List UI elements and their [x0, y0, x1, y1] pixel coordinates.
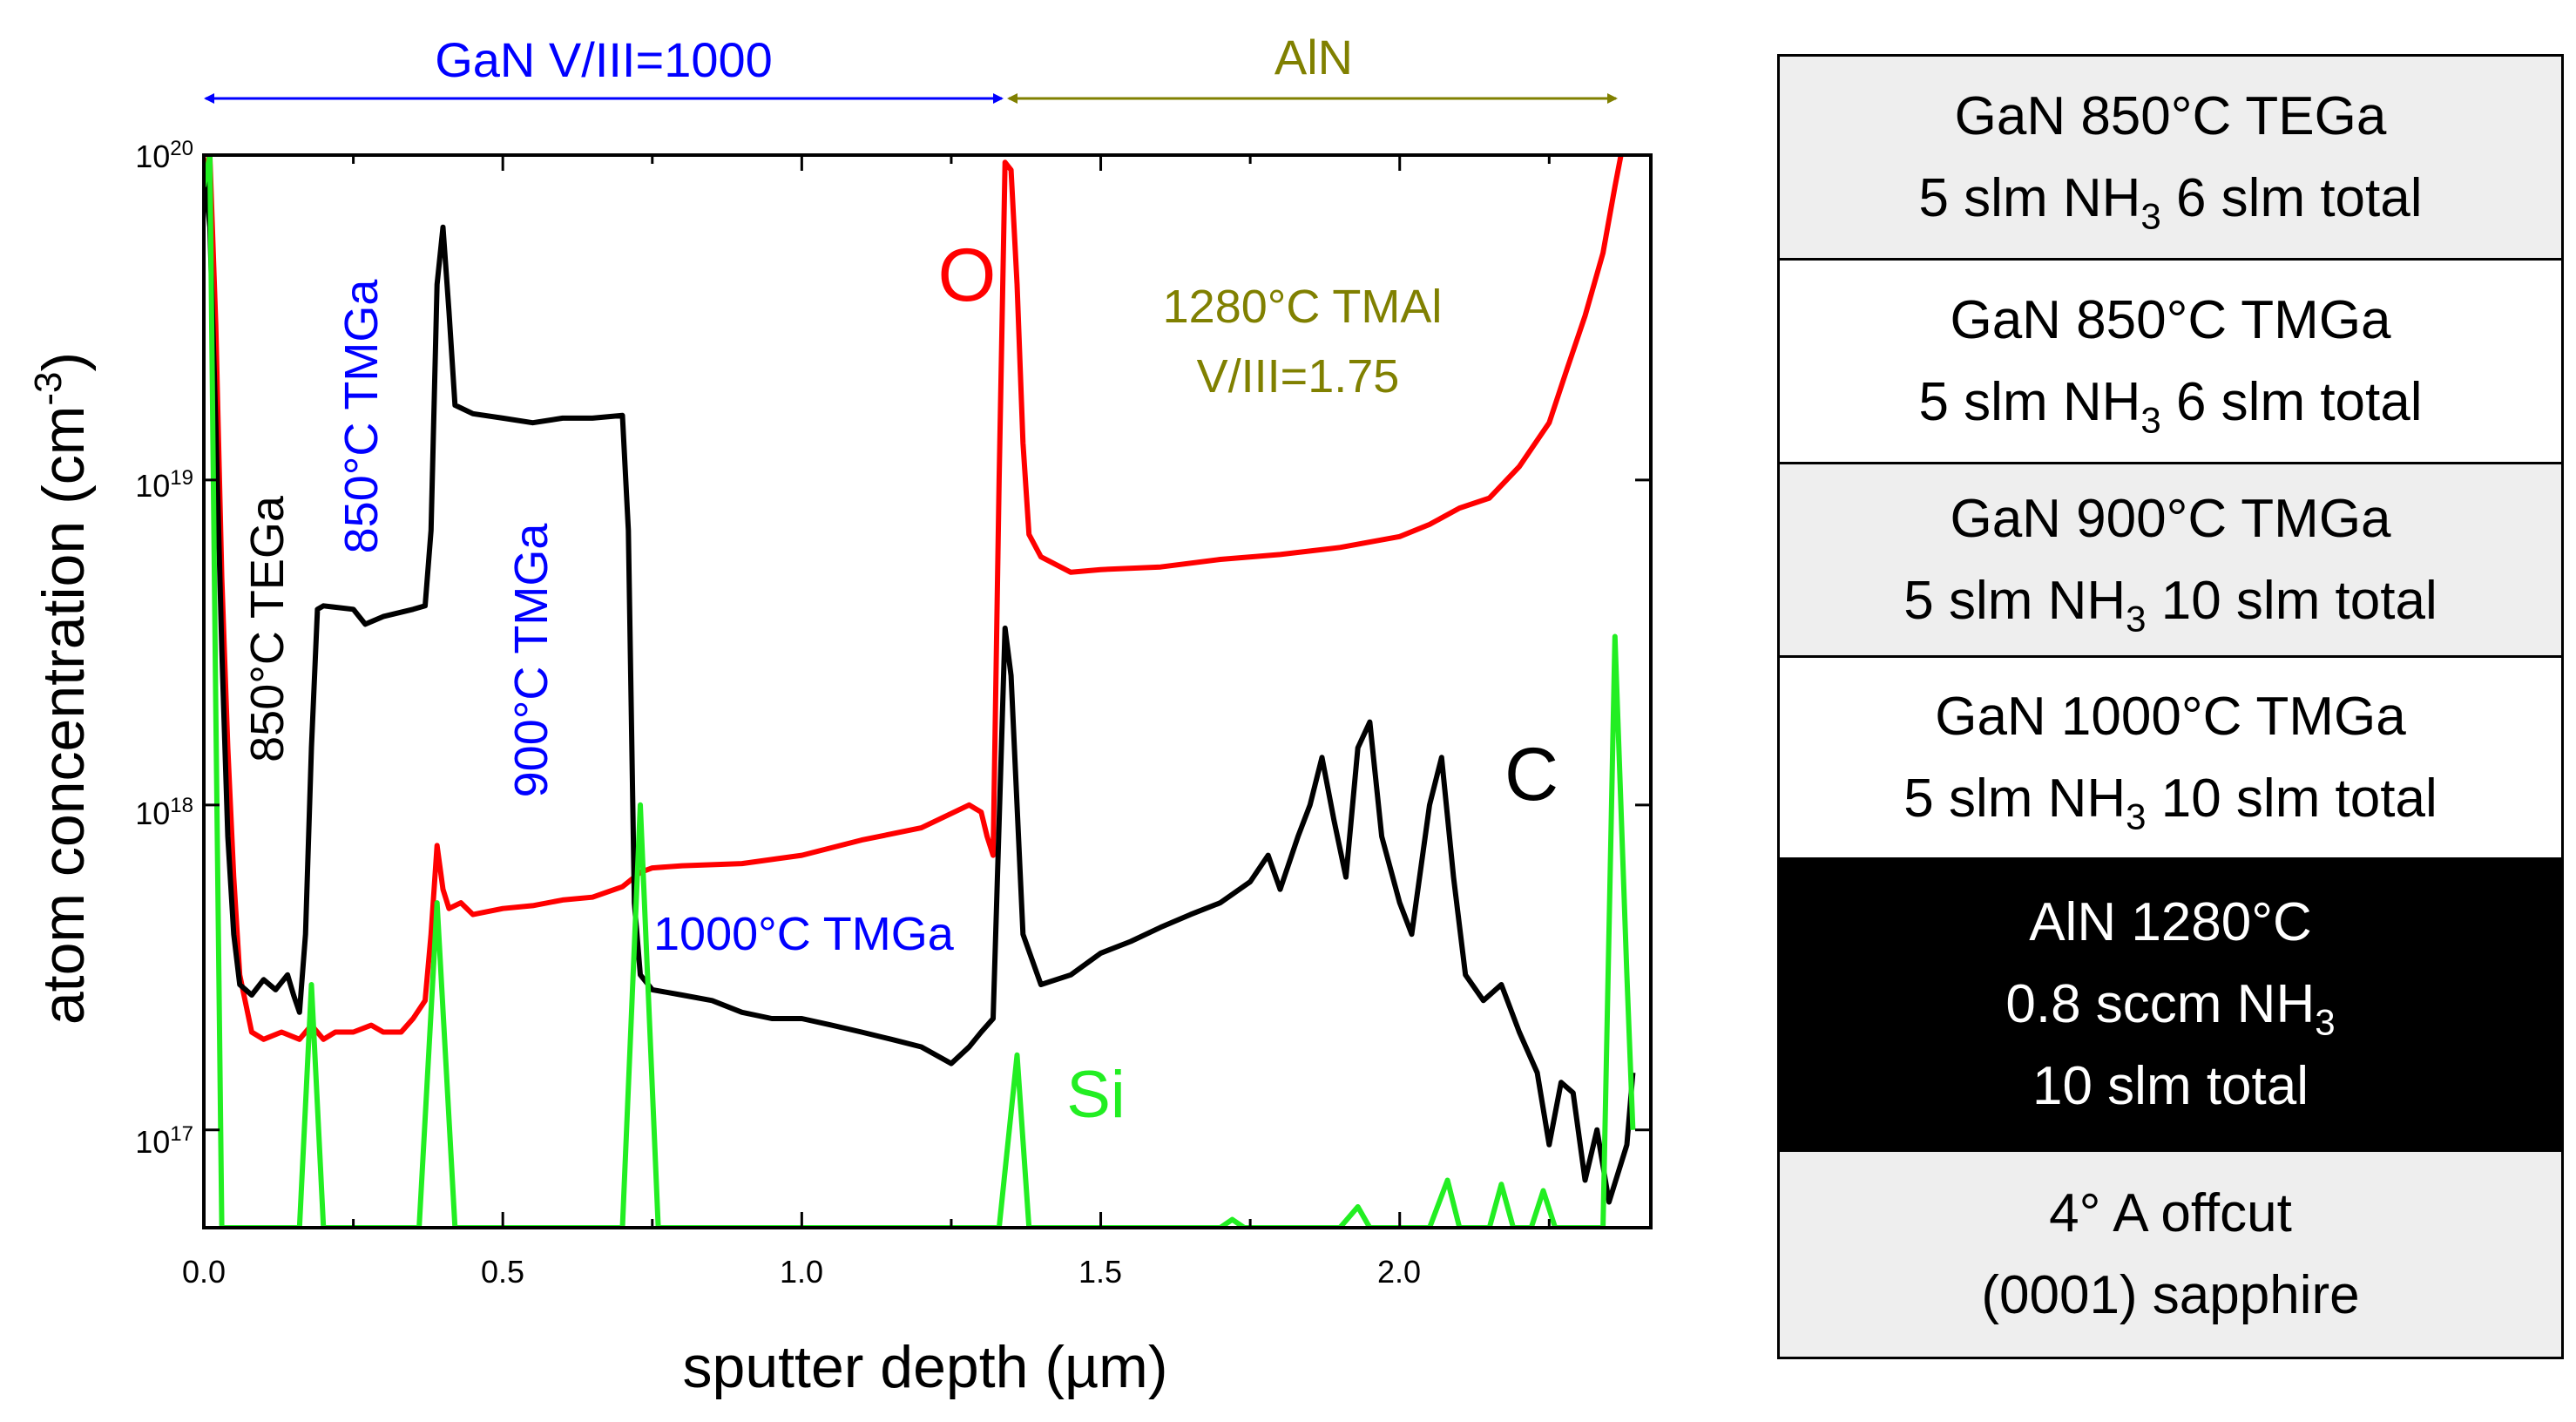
aln-growth-label-1: 1280°C TMAl: [1163, 281, 1443, 333]
x-axis-title: sputter depth (µm): [683, 1334, 1168, 1400]
carbon-series-line: [204, 169, 1636, 1205]
layer-gas-line: 5 slm NH3 6 slm total: [1918, 371, 2423, 441]
x-tick-label-1: 1.0: [780, 1254, 823, 1290]
y-tick-label-1e17: 1017: [135, 1122, 193, 1160]
layer-gan-900-tmga: GaN 900°C TMGa 5 slm NH3 10 slm total: [1780, 462, 2561, 655]
y-tick-label-1e18: 1018: [135, 794, 193, 831]
axis-ticks: [202, 153, 1651, 1228]
gan-region-label: GaN V/III=1000: [435, 32, 773, 87]
layer-title: AlN 1280°C: [2029, 892, 2312, 952]
tega-850-label: 850°C TEGa: [241, 495, 294, 762]
layer-gas-line: 5 slm NH3 6 slm total: [1918, 167, 2423, 237]
layer-title: GaN 850°C TMGa: [1950, 289, 2391, 350]
layer-gan-1000-tmga: GaN 1000°C TMGa 5 slm NH3 10 slm total: [1780, 655, 2561, 857]
tmga-1000-label: 1000°C TMGa: [653, 908, 955, 960]
x-tick-label-0-5: 0.5: [481, 1254, 524, 1290]
silicon-series-label: Si: [1066, 1058, 1126, 1132]
layer-title: 4° A offcut: [2049, 1182, 2292, 1243]
layer-substrate-line: (0001) sapphire: [1981, 1264, 2360, 1325]
x-tick-label-2: 2.0: [1377, 1254, 1421, 1290]
layer-title: GaN 1000°C TMGa: [1935, 686, 2406, 747]
y-axis-title: atom concentration (cm-3): [27, 352, 97, 1025]
x-tick-label-1-5: 1.5: [1078, 1254, 1122, 1290]
layer-gan-850-tega: GaN 850°C TEGa 5 slm NH3 6 slm total: [1780, 57, 2561, 258]
aln-growth-label-2: V/III=1.75: [1197, 350, 1400, 403]
layer-aln-1280: AlN 1280°C 0.8 sccm NH3 10 slm total: [1780, 857, 2561, 1149]
layer-title: GaN 900°C TMGa: [1950, 488, 2391, 549]
tmga-900-label: 900°C TMGa: [505, 523, 558, 798]
layer-flow-line: 10 slm total: [2032, 1056, 2309, 1116]
layer-gan-850-tmga: GaN 850°C TMGa 5 slm NH3 6 slm total: [1780, 258, 2561, 462]
silicon-series-line: [204, 155, 1636, 1228]
layer-gas-line: 0.8 sccm NH3: [2005, 974, 2336, 1043]
tmga-850-label: 850°C TMGa: [335, 279, 388, 554]
layer-stack-diagram: GaN 850°C TEGa 5 slm NH3 6 slm total GaN…: [1777, 54, 2564, 1359]
y-tick-label-1e19: 1019: [135, 466, 193, 504]
layer-title: GaN 850°C TEGa: [1954, 85, 2387, 146]
oxygen-series-label: O: [938, 234, 997, 317]
carbon-series-label: C: [1504, 733, 1558, 816]
plot-frame: [202, 153, 1653, 1229]
aln-region-label: AlN: [1274, 30, 1353, 85]
y-tick-label-1e20: 1020: [135, 137, 193, 174]
x-tick-label-0: 0.0: [182, 1254, 226, 1290]
layer-sapphire-substrate: 4° A offcut (0001) sapphire: [1780, 1149, 2561, 1357]
sims-depth-profile-chart: GaN V/III=1000 AlN 1020 1019 1018 1017 0…: [27, 30, 1653, 1400]
layer-gas-line: 5 slm NH3 10 slm total: [1903, 768, 2437, 837]
layer-gas-line: 5 slm NH3 10 slm total: [1903, 570, 2437, 640]
